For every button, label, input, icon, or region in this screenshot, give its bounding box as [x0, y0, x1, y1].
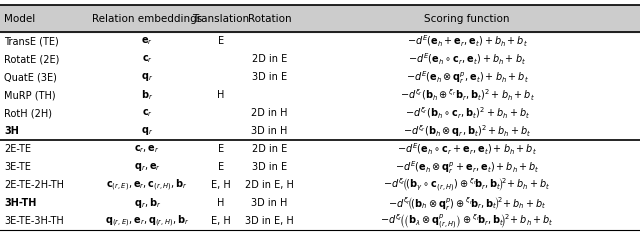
Text: 3D in E: 3D in E [252, 72, 287, 82]
Text: 2E-TE-2H-TH: 2E-TE-2H-TH [4, 180, 65, 190]
Text: 2D in H: 2D in H [251, 108, 288, 118]
Text: $-d^E(\mathbf{e}_h \otimes \mathbf{q}_r^p, \mathbf{e}_t)+b_h+b_t$: $-d^E(\mathbf{e}_h \otimes \mathbf{q}_r^… [406, 69, 529, 86]
Text: Scoring function: Scoring function [424, 14, 510, 24]
Text: $\mathbf{c}_r, \mathbf{e}_r$: $\mathbf{c}_r, \mathbf{e}_r$ [134, 144, 160, 155]
Text: $-d^{\xi_r}(\mathbf{b}_h \oplus^{\xi_r} \mathbf{b}_r, \mathbf{b}_t)^2+b_h+b_t$: $-d^{\xi_r}(\mathbf{b}_h \oplus^{\xi_r} … [400, 88, 534, 103]
Text: QuatE (3E): QuatE (3E) [4, 72, 58, 82]
Text: 3D in H: 3D in H [252, 198, 287, 208]
Text: 3D in E, H: 3D in E, H [245, 216, 294, 226]
Text: Relation embeddings: Relation embeddings [92, 14, 202, 24]
Text: 2E-TE: 2E-TE [4, 144, 31, 154]
Bar [0, 5, 640, 32]
Text: E: E [218, 36, 224, 46]
Text: TransE (TE): TransE (TE) [4, 36, 60, 46]
Text: Translation: Translation [192, 14, 250, 24]
Text: $\mathbf{c}_{(r,E)}, \mathbf{e}_r, \mathbf{c}_{(r,H)}, \mathbf{b}_r$: $\mathbf{c}_{(r,E)}, \mathbf{e}_r, \math… [106, 178, 188, 193]
Text: 3D in E: 3D in E [252, 162, 287, 172]
Text: $-d^E(\mathbf{e}_h \circ \mathbf{c}_r + \mathbf{e}_r, \mathbf{e}_t)+b_h+b_t$: $-d^E(\mathbf{e}_h \circ \mathbf{c}_r + … [397, 142, 537, 157]
Text: E: E [218, 162, 224, 172]
Text: $-d^E(\mathbf{e}_h \otimes \mathbf{q}_r^p + \mathbf{e}_r, \mathbf{e}_t)+b_h+b_t$: $-d^E(\mathbf{e}_h \otimes \mathbf{q}_r^… [395, 159, 540, 176]
Text: $\mathbf{q}_{(r,E)}, \mathbf{e}_r, \mathbf{q}_{(r,H)}, \mathbf{b}_r$: $\mathbf{q}_{(r,E)}, \mathbf{e}_r, \math… [105, 214, 189, 229]
Text: 2D in E, H: 2D in E, H [245, 180, 294, 190]
Text: 3H: 3H [4, 126, 19, 136]
Text: RotH (2H): RotH (2H) [4, 108, 52, 118]
Text: $\mathbf{c}_r$: $\mathbf{c}_r$ [141, 54, 153, 65]
Text: $-d^{\xi_r}(\mathbf{b}_h \otimes \mathbf{q}_r, \mathbf{b}_t)^2+b_h+b_t$: $-d^{\xi_r}(\mathbf{b}_h \otimes \mathbf… [403, 124, 531, 139]
Text: $-d^{\xi_r}\!\left(\!\left(\mathbf{b}_{\lambda} \otimes \mathbf{q}_{(r,H)}^p\rig: $-d^{\xi_r}\!\left(\!\left(\mathbf{b}_{\… [380, 212, 554, 231]
Text: $\mathbf{q}_r, \mathbf{e}_r$: $\mathbf{q}_r, \mathbf{e}_r$ [134, 162, 161, 173]
Text: 2D in E: 2D in E [252, 54, 287, 64]
Text: $\mathbf{q}_r$: $\mathbf{q}_r$ [141, 72, 154, 84]
Text: 3H-TH: 3H-TH [4, 198, 37, 208]
Text: Model: Model [4, 14, 36, 24]
Text: 3E-TE-3H-TH: 3E-TE-3H-TH [4, 216, 64, 226]
Text: E, H: E, H [211, 216, 230, 226]
Text: $-d^{\xi_r}\!\left(\!(\mathbf{b}_{\gamma} \circ \mathbf{c}_{(r,H)}) \oplus^{\xi_: $-d^{\xi_r}\!\left(\!(\mathbf{b}_{\gamma… [383, 177, 551, 194]
Text: 3D in H: 3D in H [252, 126, 287, 136]
Text: $\mathbf{q}_r$: $\mathbf{q}_r$ [141, 125, 154, 137]
Text: E, H: E, H [211, 180, 230, 190]
Text: H: H [217, 198, 225, 208]
Text: $\mathbf{q}_r, \mathbf{b}_r$: $\mathbf{q}_r, \mathbf{b}_r$ [134, 196, 161, 210]
Text: 3E-TE: 3E-TE [4, 162, 31, 172]
Text: 2D in E: 2D in E [252, 144, 287, 154]
Text: H: H [217, 90, 225, 100]
Text: $-d^{\xi_r}\!\left(\!(\mathbf{b}_h \otimes \mathbf{q}_r^p) \oplus^{\xi_r}\! \mat: $-d^{\xi_r}\!\left(\!(\mathbf{b}_h \otim… [388, 195, 547, 212]
Text: RotatE (2E): RotatE (2E) [4, 54, 60, 64]
Text: $-d^E(\mathbf{e}_h + \mathbf{e}_r, \mathbf{e}_t)+b_h+b_t$: $-d^E(\mathbf{e}_h + \mathbf{e}_r, \math… [406, 34, 528, 49]
Text: $\mathbf{c}_r$: $\mathbf{c}_r$ [141, 108, 153, 119]
Text: Rotation: Rotation [248, 14, 291, 24]
Text: $-d^E(\mathbf{e}_h \circ \mathbf{c}_r, \mathbf{e}_t)+b_h+b_t$: $-d^E(\mathbf{e}_h \circ \mathbf{c}_r, \… [408, 52, 526, 67]
Text: $\mathbf{e}_r$: $\mathbf{e}_r$ [141, 36, 153, 47]
Text: $-d^{\xi_r}(\mathbf{b}_h \circ \mathbf{c}_r, \mathbf{b}_t)^2+b_h+b_t$: $-d^{\xi_r}(\mathbf{b}_h \circ \mathbf{c… [404, 106, 530, 121]
Text: E: E [218, 144, 224, 154]
Text: MuRP (TH): MuRP (TH) [4, 90, 56, 100]
Text: $\mathbf{b}_r$: $\mathbf{b}_r$ [141, 89, 154, 102]
